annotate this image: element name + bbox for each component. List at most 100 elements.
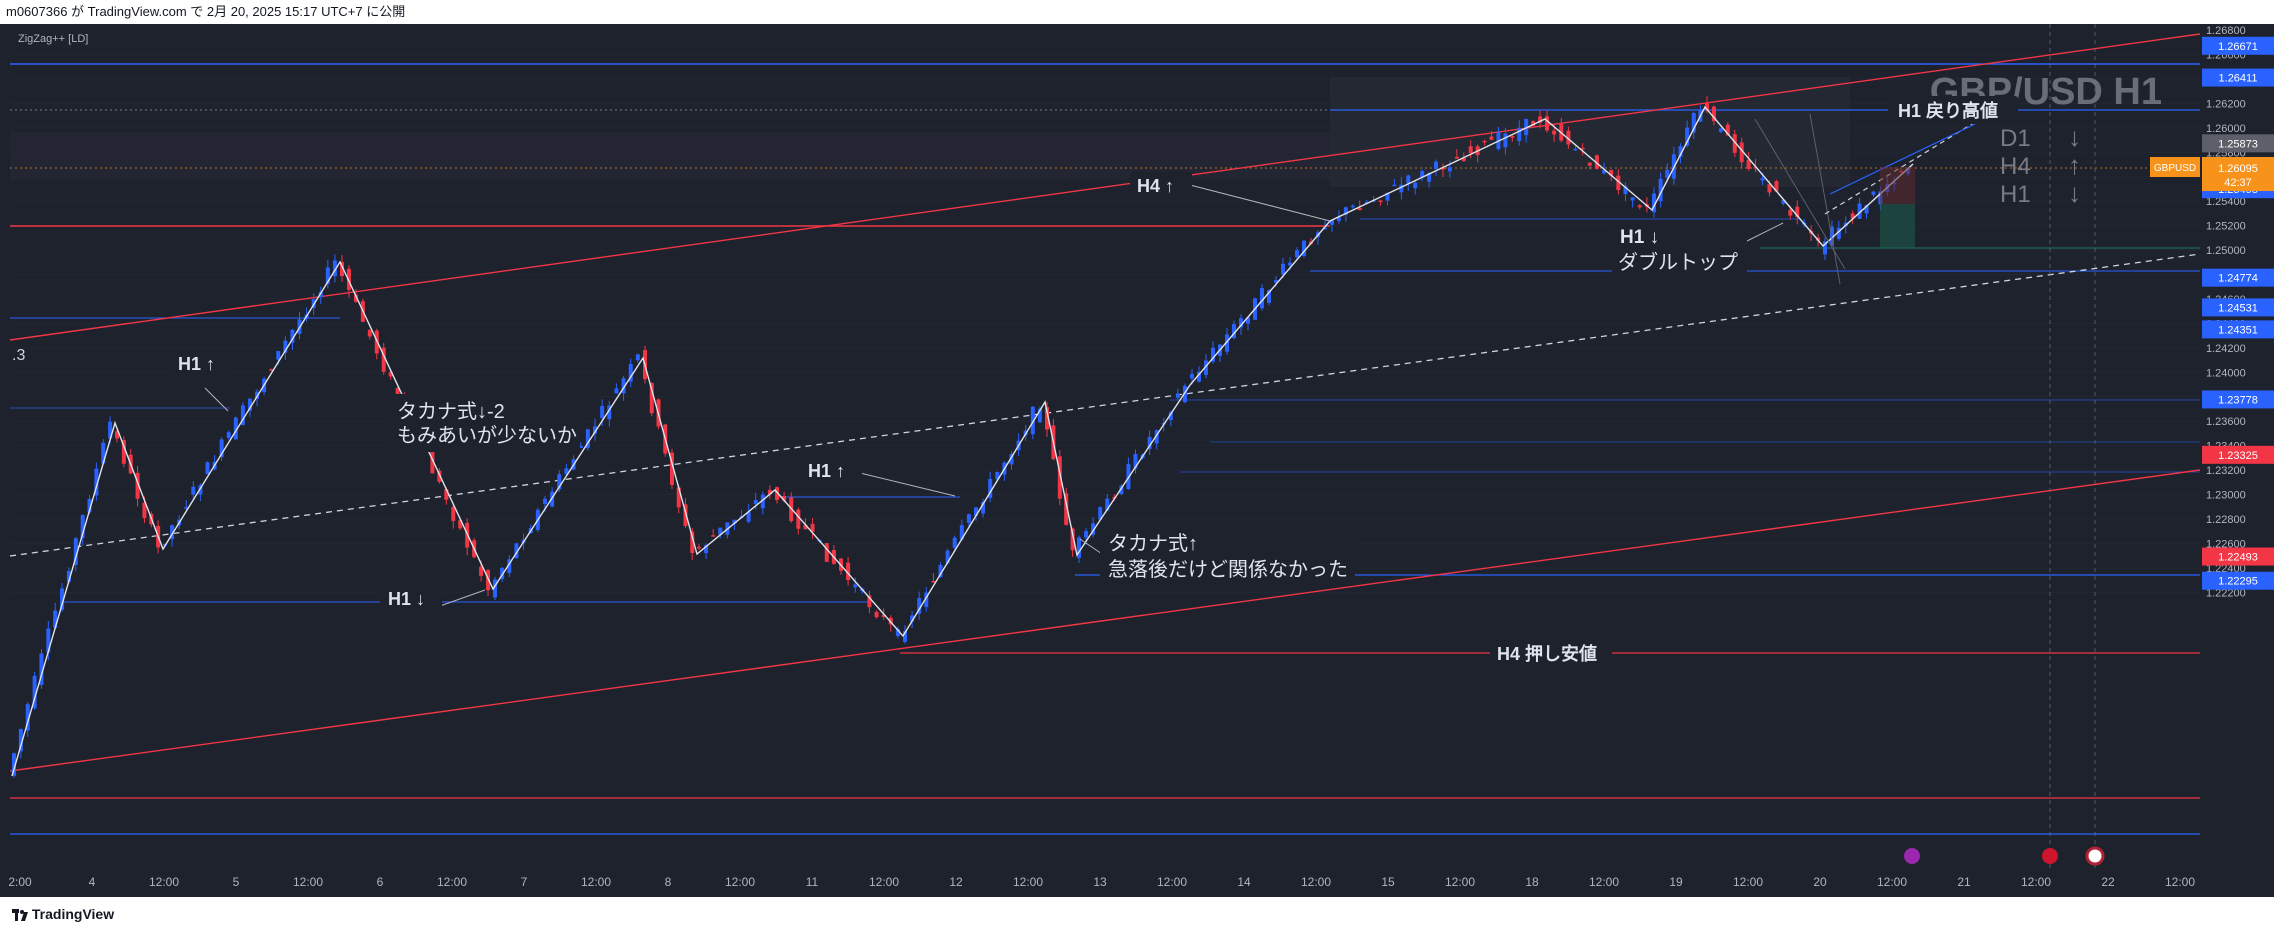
candle-body [966,514,971,523]
candle-body [135,472,140,499]
time-tick: 18 [1525,875,1539,889]
ann-h1-up-1: H1 ↑ [178,354,215,374]
candle-body [803,524,808,530]
candle-body [233,417,238,440]
candle-body [614,388,619,394]
candle-body [290,329,295,343]
candle-body [649,383,654,414]
candle-body [1204,360,1208,376]
candle-body [981,501,986,514]
candle-body [493,579,497,598]
candle-body [1045,407,1049,430]
indicator-label[interactable]: ZigZag++ [LD] [18,33,88,45]
candle-body [1232,324,1236,339]
trend-arrow: ↓ [2068,178,2081,208]
price-tag-label: 1.23325 [2218,450,2258,462]
candle-body [60,588,65,610]
tradingview-logo-text: TradingView [31,906,115,922]
candle-body [1781,199,1786,204]
candle-body [1503,133,1508,148]
candle-body [1705,102,1709,111]
candle-body [1295,250,1299,258]
candle-body [1378,200,1383,203]
time-tick: 8 [665,875,672,889]
candle-body [205,462,210,475]
candle-body [1739,142,1744,163]
candle-body [1190,373,1194,379]
trend-label: H1 [2000,181,2031,208]
price-tick: 1.26800 [2206,25,2246,37]
candle-body [1064,493,1069,525]
candle-body [367,329,372,337]
horizontal-levels [10,63,2200,835]
price-tag-bg [2202,547,2274,566]
candle-body [325,267,330,284]
candle-body [1616,175,1621,191]
time-tick: 13 [1093,875,1107,889]
candle-body [94,468,99,496]
candle-body [1197,371,1201,382]
candle-body [1091,523,1096,535]
candle-body [388,371,393,377]
candle-body [1857,203,1862,219]
price-tag-label: 1.25873 [2218,138,2258,150]
time-axis[interactable]: 2:00 4 12:00 5 12:00 6 12:00 7 12:00 8 12:00 11 12:0… [8,875,2195,889]
candle-body [1767,184,1772,193]
time-tick: 20 [1813,875,1827,889]
ann-takana-up-1: タカナ式↑ [1108,532,1198,555]
candle-body [895,629,900,636]
price-tick: 1.22800 [2206,514,2246,526]
price-chart[interactable]: GBP/USD H1 ZigZag++ [LD] .3 D1 ↓H4 ↑H1 ↓ H1… [0,24,2274,897]
chart-area[interactable]: GBP/USD H1 ZigZag++ [LD] .3 D1 ↓ H4 ↑ H1 ↓ H1… [0,24,2274,897]
price-tick: 1.25400 [2206,196,2246,208]
ann-h1-down-1: H1 ↓ [388,589,425,609]
time-tick: 22 [2101,875,2115,889]
ann-h1-down-2: H1 ↓ [1620,227,1659,248]
price-tick: 1.23600 [2206,416,2246,428]
ann-takana-up-2: 急落後だけど関係なかった [1108,558,1348,581]
candle-body [593,426,597,434]
price-tick: 1.22200 [2206,587,2246,599]
candle-body [938,564,943,577]
channel-upper [9,33,2201,341]
candle-body [1746,159,1751,169]
trend-label: H4 [2000,153,2031,180]
price-tag-bg [2202,36,2274,55]
candle-body [1427,173,1432,182]
candle-body [824,543,829,562]
candle-body [1105,498,1110,511]
candle-body [1732,134,1737,153]
candle-body [142,502,147,519]
candle-body [917,598,922,614]
candle-body [1246,317,1250,324]
candle-body [332,260,337,277]
time-tick: 15 [1381,875,1395,889]
time-tick: 21 [1957,875,1971,889]
price-tick: 1.22600 [2206,538,2246,550]
candle-body [1788,209,1793,216]
range-box [10,132,1330,180]
candle-body [704,545,709,554]
candle-body [1685,127,1690,146]
price-tick: 1.24000 [2206,367,2246,379]
candle-body [1154,430,1159,444]
candle-body [1468,146,1473,153]
event-icons[interactable] [1904,846,2105,866]
candle-body [557,474,562,490]
candle-body [1454,156,1459,159]
candle-body [507,559,512,573]
candle-body [1665,169,1670,178]
time-tick: 12:00 [581,875,611,889]
candle-body [1260,288,1264,309]
candle-body [1580,147,1585,150]
ann-h4-up: H4 ↑ [1137,176,1174,196]
candle-body [1336,217,1341,221]
candle-body [718,527,723,535]
candle-body [1211,347,1215,362]
candle-body [1711,106,1716,122]
candle-body [1098,507,1103,520]
candle-body [170,525,175,540]
projection-dashed [1824,118,1981,215]
tradingview-logo[interactable]: TradingView [12,897,114,931]
tradingview-icon [12,909,28,922]
